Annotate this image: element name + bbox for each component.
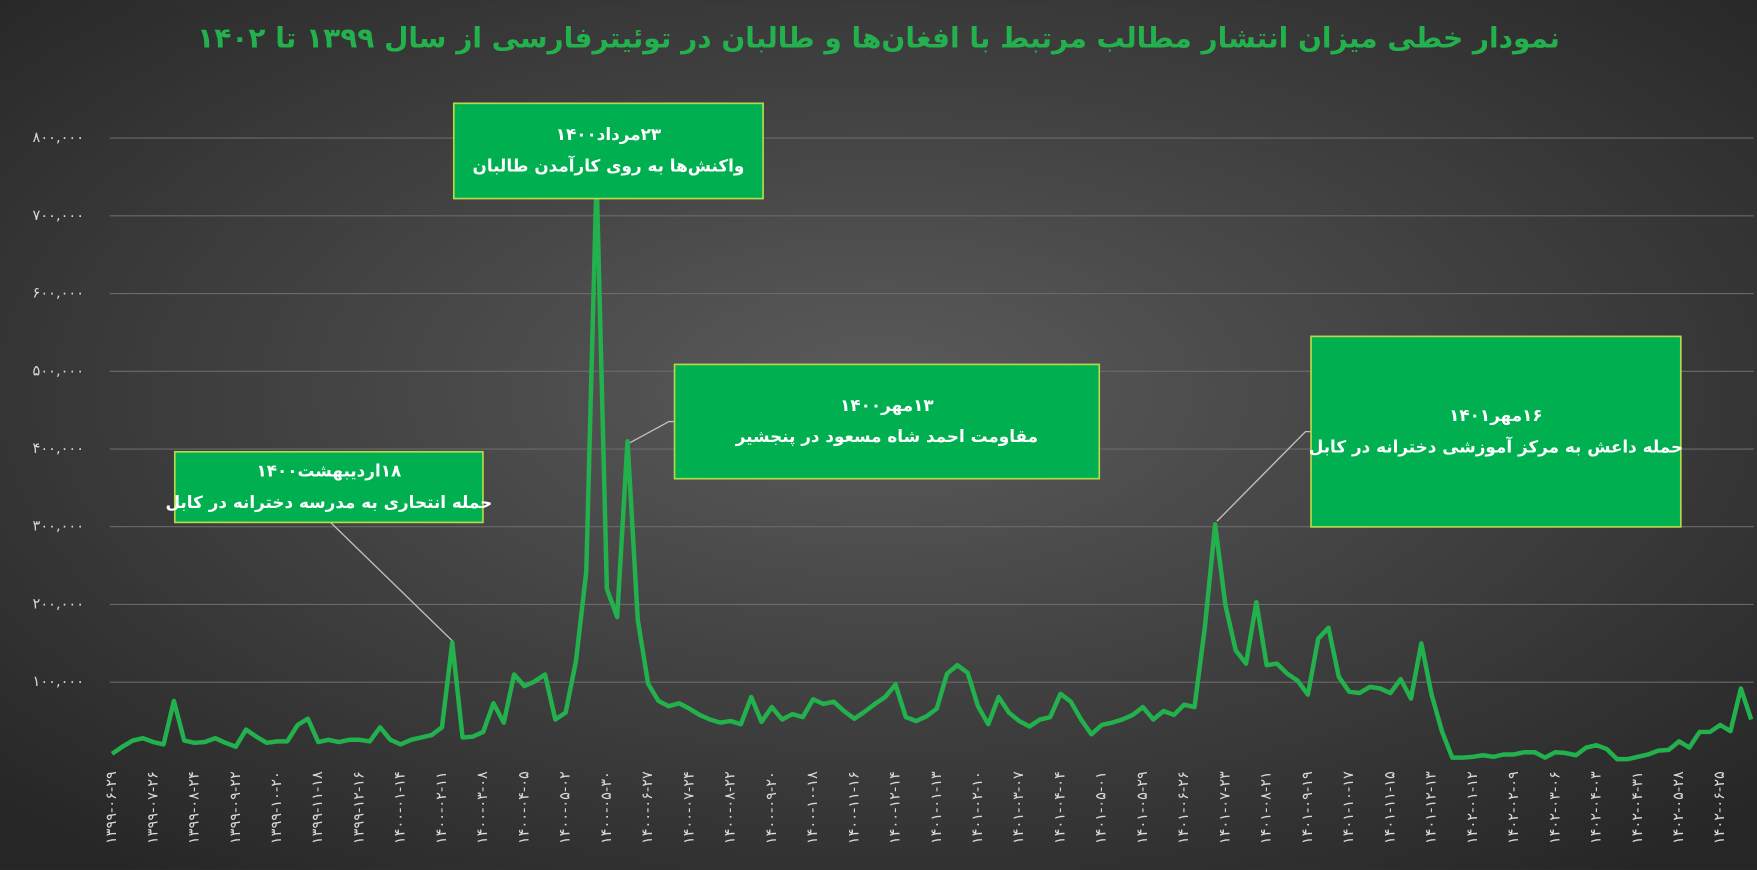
- chart-title: نمودار خطی میزان انتشار مطالب مرتبط با ا…: [197, 21, 1560, 54]
- y-tick-label: ۵۰۰,۰۰۰: [33, 362, 85, 379]
- x-tick-label: ۱۳۹۹-۰۷-۲۶: [144, 771, 161, 844]
- x-tick-label: ۱۴۰۱-۰۸-۲۱: [1258, 771, 1275, 844]
- annotation-box: [673, 363, 1101, 480]
- x-tick-label: ۱۴۰۰-۰۶-۲۷: [639, 771, 656, 844]
- annotation-box: [1310, 335, 1682, 528]
- x-tick-label: ۱۴۰۰-۱۰-۱۸: [804, 771, 821, 844]
- x-tick-label: ۱۳۹۹-۰۶-۲۹: [103, 771, 120, 844]
- x-tick-label: ۱۴۰۱-۰۱-۱۳: [928, 771, 945, 844]
- annotation-leader: [1216, 430, 1312, 522]
- x-tick-label: ۱۴۰۲-۰۱-۱۲: [1464, 771, 1481, 844]
- x-tick-label: ۱۴۰۰-۰۸-۲۲: [722, 771, 739, 844]
- x-tick-label: ۱۴۰۱-۰۳-۰۷: [1010, 771, 1027, 844]
- annotation-text: مقاومت احمد شاه مسعود در پنجشیر: [735, 426, 1038, 447]
- x-tick-label: ۱۴۰۱-۱۲-۱۳: [1423, 771, 1440, 844]
- annotation-date: ۱۶مهر۱۴۰۱: [1449, 405, 1542, 426]
- x-tick-label: ۱۴۰۰-۰۷-۲۴: [680, 771, 697, 844]
- x-tick-label: ۱۴۰۰-۰۹-۲۰: [763, 771, 780, 844]
- annotation-date: ۱۸اردیبهشت۱۴۰۰: [257, 460, 402, 481]
- annotation-box: [173, 450, 484, 524]
- x-tick-label: ۱۴۰۲-۰۲-۰۹: [1505, 771, 1522, 844]
- y-tick-label: ۶۰۰,۰۰۰: [33, 285, 85, 302]
- y-tick-label: ۲۰۰,۰۰۰: [33, 595, 85, 612]
- x-tick-label: ۱۳۹۹-۱۱-۱۸: [309, 771, 326, 844]
- x-tick-label: ۱۴۰۱-۰۹-۱۹: [1299, 771, 1316, 844]
- x-tick-label: ۱۳۹۹-۰۸-۲۴: [186, 771, 203, 844]
- x-tick-label: ۱۴۰۱-۰۲-۱۰: [969, 771, 986, 844]
- y-tick-label: ۷۰۰,۰۰۰: [33, 207, 85, 224]
- y-tick-label: ۸۰۰,۰۰۰: [33, 129, 85, 146]
- y-tick-label: ۱۰۰,۰۰۰: [33, 673, 85, 690]
- annotation-date: ۱۳مهر۱۴۰۰: [840, 395, 934, 416]
- annotation-box: [452, 102, 764, 200]
- x-tick-label: ۱۴۰۱-۰۷-۲۳: [1216, 771, 1233, 844]
- annotation-leader: [629, 420, 675, 444]
- annotation-text: واکنش‌ها به روی کارآمدن طالبان: [473, 155, 745, 177]
- x-tick-label: ۱۳۹۹-۱۲-۱۶: [350, 771, 367, 844]
- x-tick-label: ۱۴۰۰-۰۲-۱۱: [433, 771, 450, 844]
- x-tick-label: ۱۴۰۰-۱۱-۱۶: [845, 771, 862, 844]
- y-tick-label: ۳۰۰,۰۰۰: [33, 518, 85, 535]
- x-tick-label: ۱۴۰۲-۰۵-۲۸: [1670, 771, 1687, 844]
- annotation-text: حمله انتحاری به مدرسه دخترانه در کابل: [165, 492, 492, 513]
- x-tick-label: ۱۴۰۰-۰۳-۰۸: [474, 771, 491, 844]
- data-line: [110, 174, 1754, 762]
- x-tick-label: ۱۴۰۰-۰۵-۰۲: [557, 771, 574, 844]
- x-tick-label: ۱۴۰۲-۰۶-۲۵: [1711, 771, 1728, 844]
- x-tick-label: ۱۴۰۰-۰۵-۳۰: [598, 771, 615, 844]
- x-tick-label: ۱۴۰۱-۰۵-۲۹: [1134, 771, 1151, 844]
- x-tick-label: ۱۴۰۰-۰۱-۱۴: [392, 771, 409, 844]
- x-tick-label: ۱۴۰۲-۰۳-۰۶: [1546, 771, 1563, 844]
- x-tick-label: ۱۴۰۱-۱۱-۱۵: [1381, 771, 1398, 844]
- x-tick-label: ۱۴۰۱-۰۴-۰۴: [1051, 771, 1068, 844]
- x-tick-label: ۱۴۰۱-۰۵-۰۱: [1093, 771, 1110, 844]
- x-tick-label: ۱۴۰۱-۱۰-۱۷: [1340, 771, 1357, 844]
- x-tick-label: ۱۳۹۹-۱۰-۲۰: [268, 771, 285, 844]
- x-tick-label: ۱۳۹۹-۰۹-۲۲: [227, 771, 244, 844]
- x-tick-label: ۱۴۰۰-۱۲-۱۴: [887, 771, 904, 844]
- annotation-text: حمله داعش به مرکز آموزشی دخترانه در کابل: [1309, 435, 1683, 457]
- annotation-date: ۲۳مرداد۱۴۰۰: [556, 124, 662, 145]
- annotation-leader: [330, 521, 455, 643]
- x-tick-label: ۱۴۰۰-۰۴-۰۵: [515, 771, 532, 844]
- x-tick-label: ۱۴۰۲-۰۴-۳۱: [1629, 771, 1646, 844]
- y-tick-label: ۴۰۰,۰۰۰: [33, 440, 85, 457]
- x-tick-label: ۱۴۰۱-۰۶-۲۶: [1175, 771, 1192, 844]
- x-tick-label: ۱۴۰۲-۰۴-۰۳: [1588, 771, 1605, 844]
